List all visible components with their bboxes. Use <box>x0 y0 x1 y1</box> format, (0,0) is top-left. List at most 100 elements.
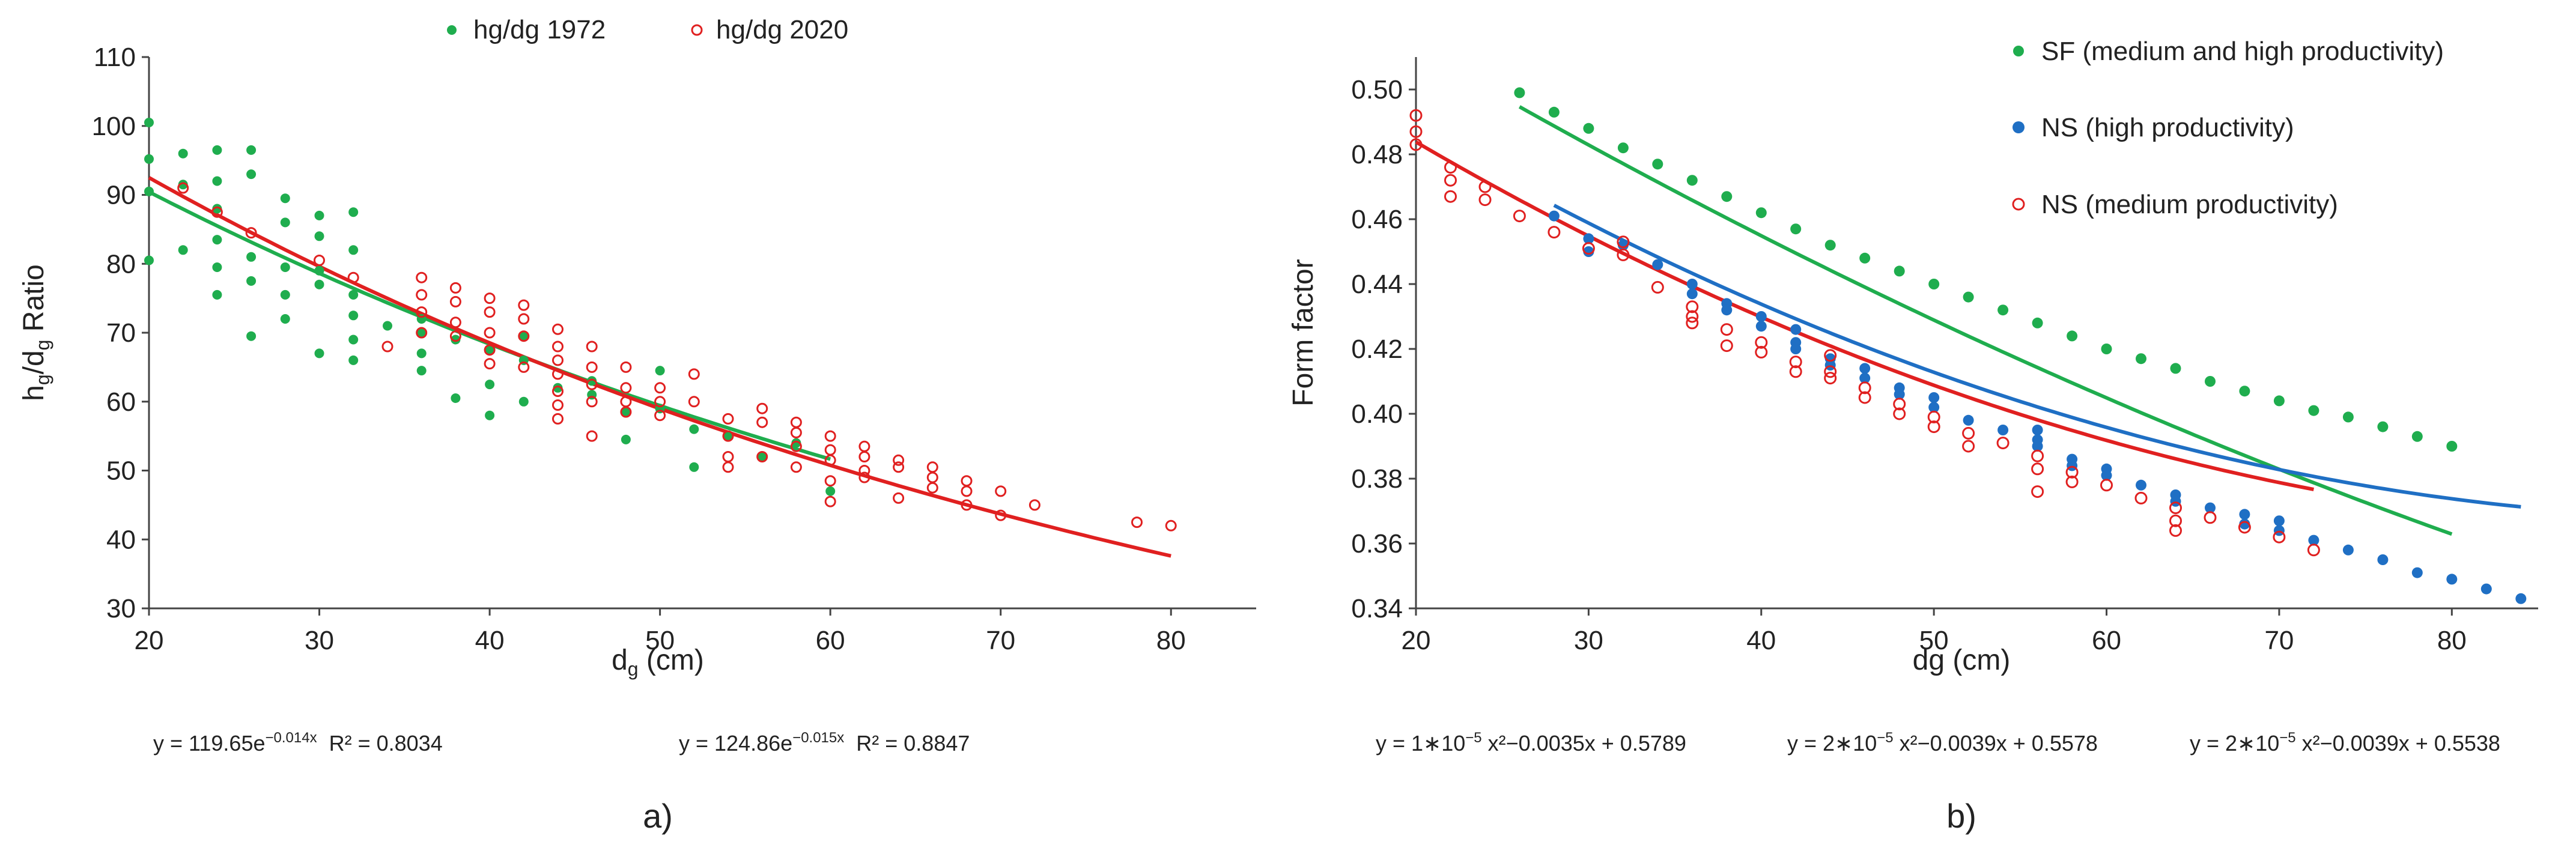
chart-a-point-s0 <box>314 348 324 359</box>
chart-a-point-s1 <box>722 413 734 425</box>
chart-a-point-s1 <box>586 430 598 442</box>
chart-b-point-s1 <box>2515 593 2527 604</box>
chart-a-point-s0 <box>383 321 392 331</box>
chart-b-point-s2 <box>1858 391 1871 404</box>
chart-a-point-s1 <box>926 482 938 494</box>
chart-b-point-s2 <box>1755 336 1768 349</box>
chart-b-point-s0 <box>1894 265 1905 277</box>
chart-a-point-s1 <box>484 306 496 318</box>
chart-a-point-s1 <box>416 327 428 339</box>
chart-a-y-tick-label: 110 <box>94 43 136 72</box>
chart-b-point-s0 <box>2032 317 2043 329</box>
chart-b-equation-ns-high: y = 2∗10−5 x²−0.0039x + 0.5578 <box>1787 730 2098 756</box>
chart-b-point-s2 <box>1651 280 1664 294</box>
chart-a-point-s1 <box>858 465 870 476</box>
legend-marker-hg-dg-2020 <box>691 24 703 36</box>
chart-b-point-s2 <box>1409 109 1423 122</box>
legend-marker-ns-medium <box>2012 198 2025 211</box>
chart-b-point-s1 <box>2205 502 2216 513</box>
chart-a-point-s1 <box>416 289 428 301</box>
chart-b-point-s1 <box>1859 363 1871 374</box>
chart-b-point-s1 <box>1583 246 1594 257</box>
chart-a-point-s1 <box>756 451 768 462</box>
chart-b-point-s2 <box>1478 193 1492 207</box>
chart-a-point-s0 <box>348 355 359 365</box>
chart-b-point-s1 <box>2446 574 2458 585</box>
chart-b-point-s1 <box>2480 583 2492 595</box>
chart-a-point-s0 <box>212 289 222 300</box>
chart-b-point-s0 <box>1548 106 1560 118</box>
chart-a-point-s0 <box>416 366 427 376</box>
chart-a-point-s0 <box>314 231 324 241</box>
chart-b-y-axis-label: Form factor <box>1287 259 1319 406</box>
chart-a-point-s1 <box>586 361 598 373</box>
chart-a-point-s1 <box>654 396 666 408</box>
chart-b-point-s2 <box>1789 356 1802 369</box>
chart-a-point-s1 <box>1131 516 1143 528</box>
chart-a-point-s1 <box>756 416 768 428</box>
chart-b-y-tick-label: 0.38 <box>1351 464 1403 494</box>
chart-a-point-s1 <box>449 316 461 329</box>
chart-a-point-s1 <box>790 440 802 452</box>
chart-b-point-s2 <box>1962 440 1975 453</box>
chart-b-trendline-0 <box>1518 105 2453 536</box>
chart-b-point-s2 <box>1927 420 1940 434</box>
chart-a-point-s0 <box>246 169 257 180</box>
chart-a-point-s1 <box>824 430 836 442</box>
chart-a-point-s1 <box>449 282 461 294</box>
legend-label-hg-dg-2020: hg/dg 2020 <box>716 15 848 44</box>
chart-a-equation-2020: y = 124.86e−0.015x R² = 0.8847 <box>679 730 970 756</box>
chart-a-point-s1 <box>518 330 530 342</box>
chart-a-point-s0 <box>246 276 257 286</box>
chart-a-point-s1 <box>620 406 632 418</box>
chart-b-point-s0 <box>1583 123 1594 134</box>
chart-b-point-s1 <box>1755 321 1767 332</box>
chart-a-x-tick-label: 60 <box>816 626 845 655</box>
chart-b-point-s2 <box>1513 210 1526 223</box>
chart-b-point-s1 <box>1997 425 2009 435</box>
chart-a-point-s1 <box>552 413 564 425</box>
chart-b-point-s0 <box>1963 291 1974 303</box>
chart-a-y-tick-label: 40 <box>106 525 136 554</box>
chart-b-point-s1 <box>2136 479 2146 491</box>
chart-a-y-tick-label: 90 <box>106 181 136 210</box>
chart-a-point-s0 <box>791 438 801 448</box>
chart-a-point-s0 <box>246 145 257 155</box>
chart-b-point-s1 <box>1928 392 1940 403</box>
chart-b-point-s2 <box>1409 138 1423 151</box>
chart-a-point-s0 <box>518 396 529 407</box>
chart-b-equation-sf: y = 1∗10−5 x²−0.0035x + 0.5789 <box>1376 730 1686 756</box>
chart-a-point-s1 <box>995 509 1007 521</box>
chart-b-point-s2 <box>2169 514 2182 527</box>
chart-b-point-s0 <box>1997 304 2009 316</box>
chart-a-point-s0 <box>485 410 495 420</box>
chart-a-point-s0 <box>416 328 427 338</box>
chart-a-point-s0 <box>280 289 290 300</box>
chart-a-point-s0 <box>485 345 495 355</box>
chart-a-point-s0 <box>553 383 563 393</box>
chart-b-panel-label: b) <box>1946 797 1976 835</box>
chart-b-point-s1 <box>1583 233 1594 244</box>
chart-b-legend-item-ns-medium: NS (medium productivity) <box>2012 190 2338 219</box>
chart-a-point-s1 <box>722 451 734 462</box>
chart-b-point-s2 <box>1962 426 1975 440</box>
chart-a-y-tick-label: 30 <box>106 594 136 623</box>
chart-b-point-s2 <box>2169 501 2182 515</box>
chart-a-point-s1 <box>177 182 189 194</box>
chart-a-y-tick-label: 60 <box>106 387 136 417</box>
chart-a-point-s1 <box>620 361 632 373</box>
chart-a-point-s1 <box>620 396 632 408</box>
chart-a-point-s0 <box>280 314 290 324</box>
chart-b-point-s0 <box>1824 240 1836 251</box>
chart-a-point-s0 <box>280 262 290 272</box>
chart-b-trendline-1 <box>1553 204 2521 509</box>
chart-a-point-s0 <box>144 118 154 127</box>
chart-b-point-s0 <box>1617 142 1629 154</box>
chart-a-point-s0 <box>348 207 359 217</box>
chart-b-point-s1 <box>2239 509 2250 520</box>
chart-a-point-s1 <box>416 306 428 318</box>
chart-a-x-tick-label: 40 <box>475 626 505 655</box>
chart-a-y-axis-label: hg/dg Ratio <box>18 264 53 401</box>
chart-a-point-s1 <box>347 271 359 283</box>
